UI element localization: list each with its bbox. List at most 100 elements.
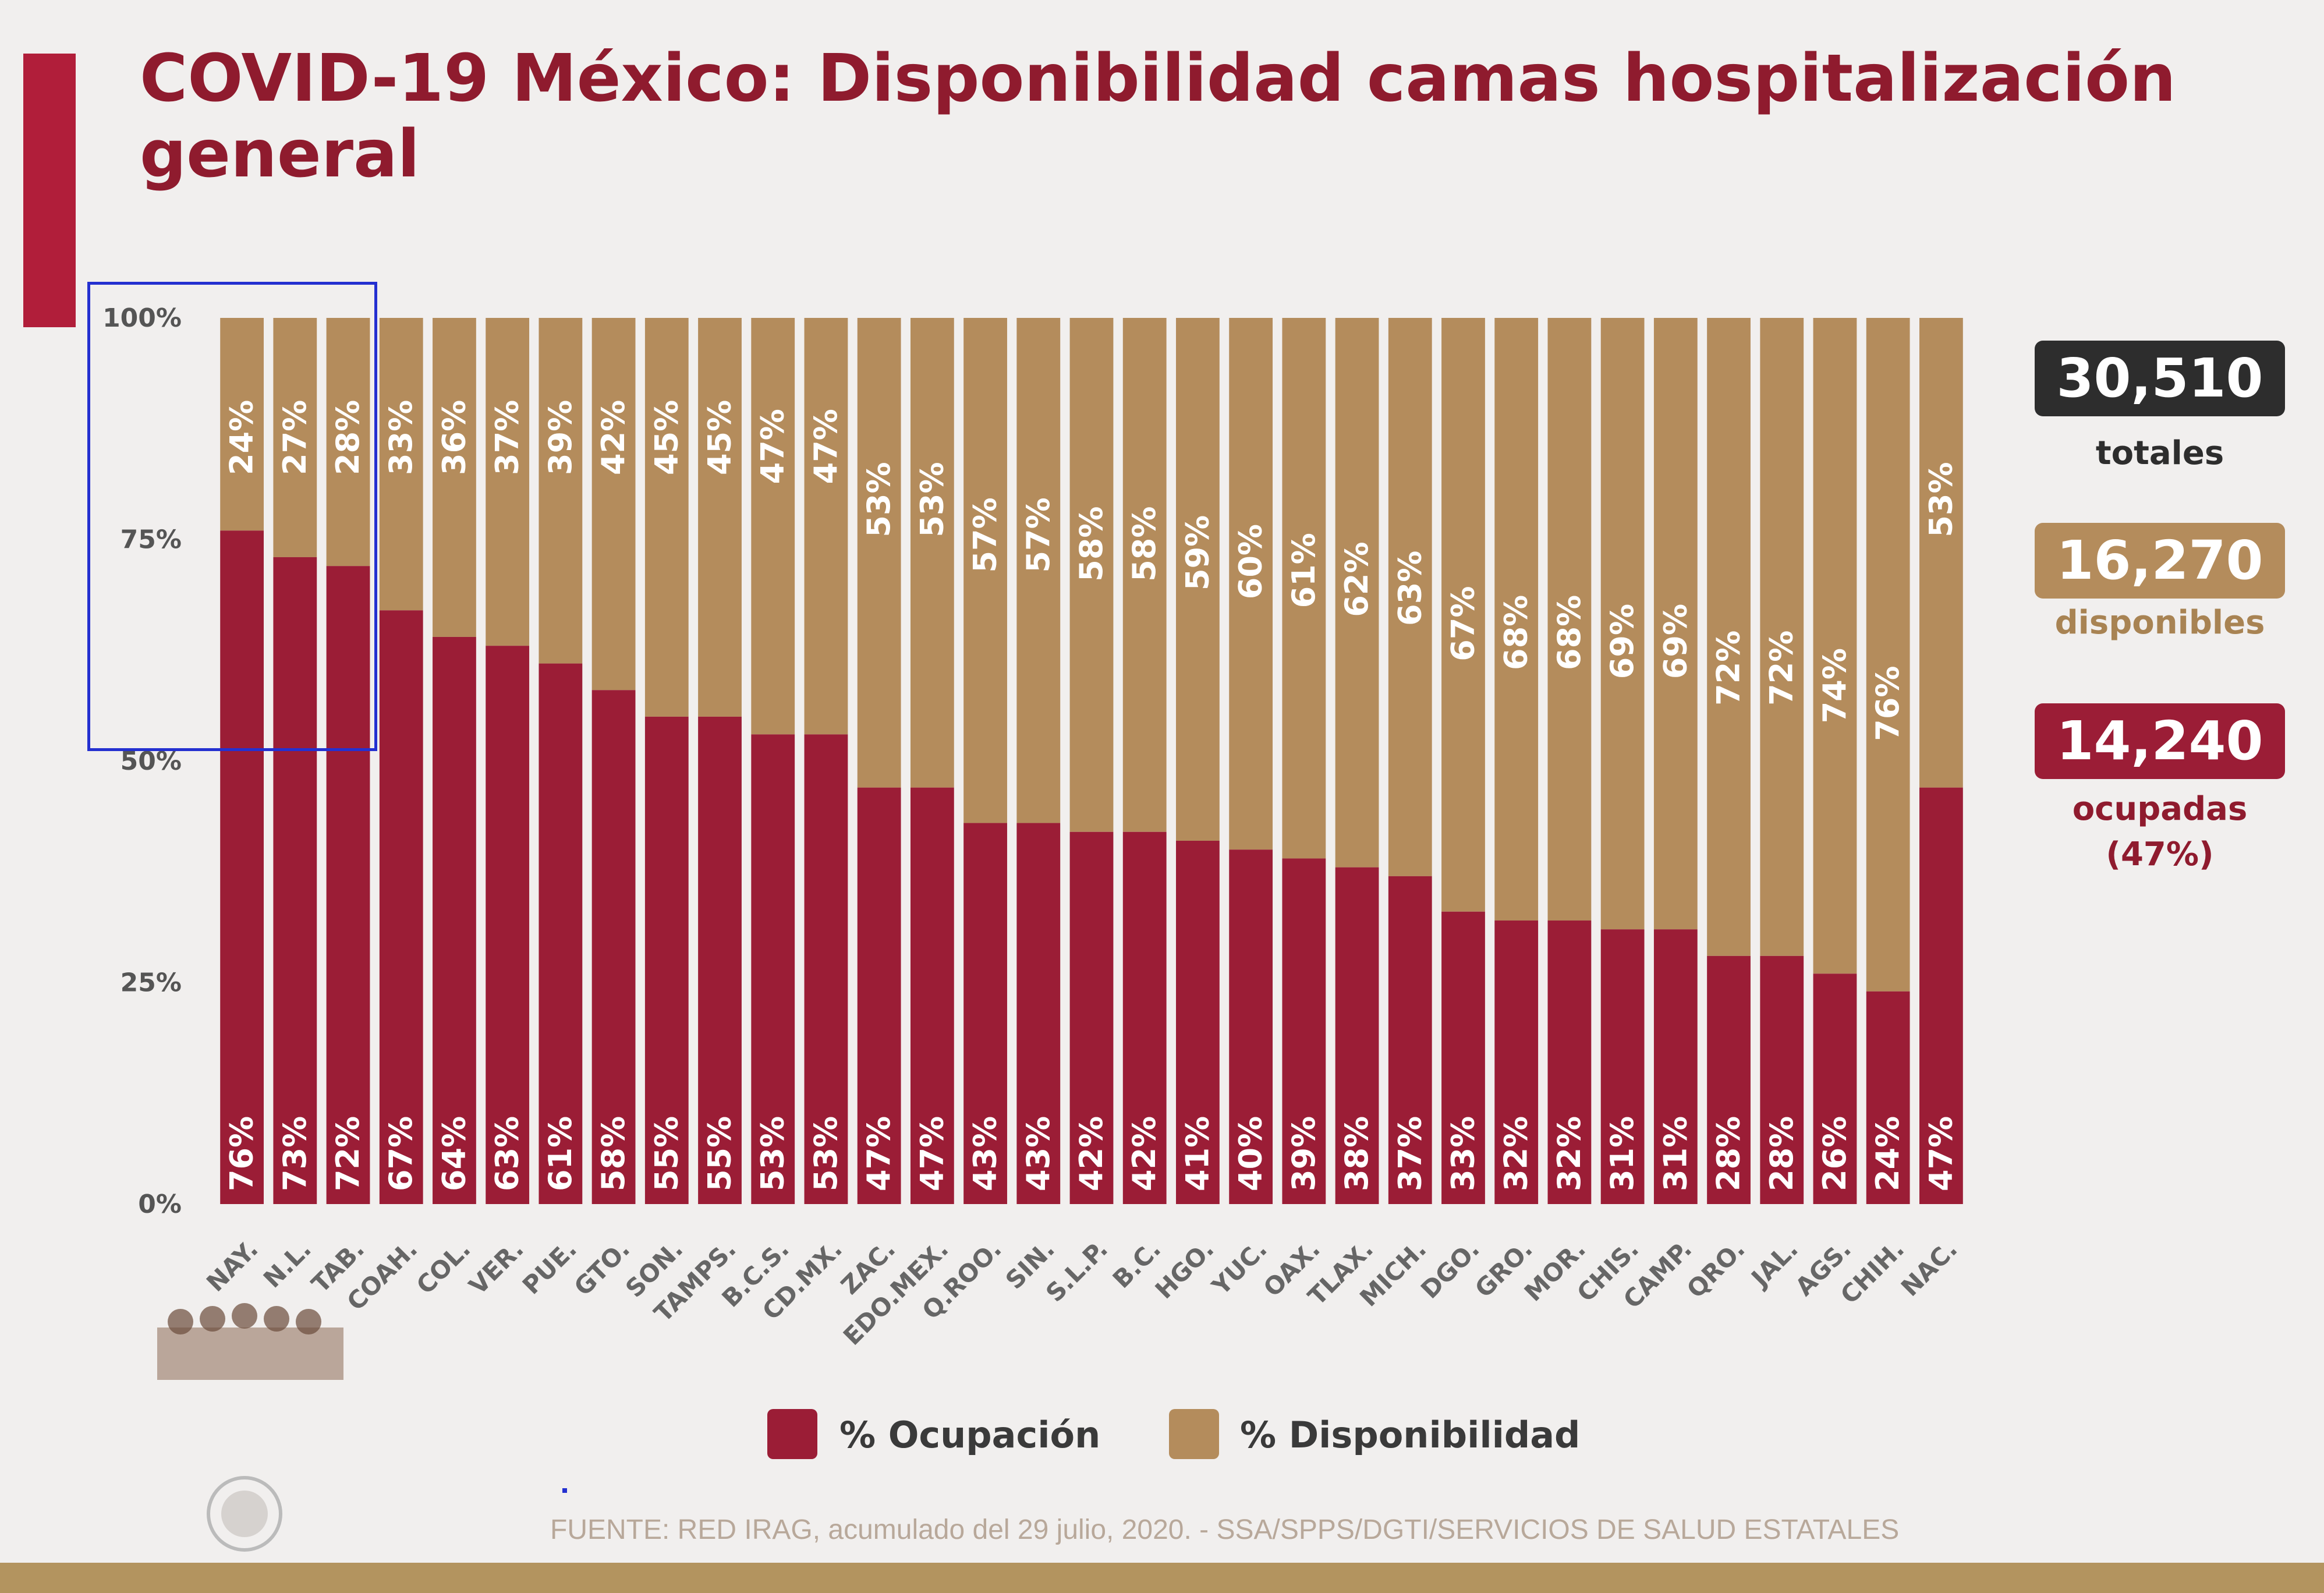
bar-segment-ocupacion (1919, 787, 1963, 1204)
bar-label-ocupacion: 58% (595, 1116, 632, 1191)
bar-segment-disponibilidad (1388, 318, 1432, 876)
bar-segment-disponibilidad (591, 318, 636, 691)
bar-label-disponibilidad: 27% (277, 400, 313, 475)
bar-label-ocupacion: 76% (224, 1116, 260, 1191)
bar-label-disponibilidad: 58% (1073, 506, 1110, 581)
bar-segment-disponibilidad (1229, 318, 1273, 850)
bar-segment-ocupacion (1866, 991, 1910, 1204)
bar-segment-ocupacion (539, 663, 583, 1204)
stacked-bar-chart: 0% 25% 50% 75% 100% 76% 24% 73% 27% 72% 28% 67% 33%… (102, 303, 1963, 1351)
bar-label-disponibilidad: 53% (860, 462, 897, 537)
bar-segment-disponibilidad (1282, 318, 1326, 859)
bar-label-ocupacion: 32% (1498, 1116, 1535, 1191)
bar-label-disponibilidad: 69% (1657, 604, 1694, 679)
y-tick-label: 100% (102, 303, 182, 333)
bar-label-disponibilidad: 47% (754, 409, 791, 484)
bar-label-disponibilidad: 58% (1126, 506, 1163, 581)
bar-label-disponibilidad: 33% (382, 400, 419, 475)
bar-segment-disponibilidad (1919, 318, 1963, 788)
bar-segment-disponibilidad (273, 318, 317, 557)
total-beds-caption: totales (2095, 434, 2224, 472)
bar-segment-ocupacion (273, 557, 317, 1205)
x-category-label: VER. (463, 1234, 529, 1300)
bar-label-disponibilidad: 53% (913, 462, 950, 537)
bar-segment-disponibilidad (751, 318, 795, 735)
bar-label-ocupacion: 33% (1444, 1116, 1481, 1191)
bar-label-ocupacion: 64% (435, 1116, 472, 1191)
bar-label-ocupacion: 55% (648, 1116, 685, 1191)
legend-swatch-availability (1169, 1409, 1219, 1459)
bar-label-disponibilidad: 45% (702, 400, 738, 475)
bar-label-ocupacion: 61% (542, 1116, 579, 1191)
bar-segment-ocupacion (1069, 831, 1114, 1204)
bar-label-disponibilidad: 28% (330, 400, 366, 475)
cursor-dot (562, 1488, 567, 1493)
x-category-label: COL. (411, 1234, 476, 1300)
selection-highlight-box (87, 282, 377, 751)
government-seal-icon (207, 1476, 282, 1552)
bar-label-ocupacion: 63% (489, 1116, 526, 1191)
occupied-beds-caption: ocupadas (2072, 790, 2248, 828)
bar-label-ocupacion: 31% (1604, 1116, 1641, 1191)
bar-segment-ocupacion (1176, 840, 1220, 1204)
bar-label-disponibilidad: 74% (1816, 648, 1853, 723)
bar-segment-disponibilidad (433, 318, 476, 637)
bar-label-ocupacion: 42% (1073, 1116, 1110, 1191)
bar-segment-ocupacion (1813, 974, 1857, 1204)
x-category-label: YUC. (1206, 1234, 1273, 1301)
bar-segment-disponibilidad (220, 318, 264, 531)
bar-segment-ocupacion (1335, 867, 1379, 1204)
bar-segment-ocupacion (1653, 929, 1698, 1204)
bar-segment-disponibilidad (1813, 318, 1857, 974)
bar-label-ocupacion: 41% (1179, 1116, 1216, 1191)
bar-label-disponibilidad: 57% (967, 497, 1004, 572)
y-axis: 0% 25% 50% 75% 100% (102, 303, 182, 1219)
bar-label-disponibilidad: 36% (435, 400, 472, 475)
bar-label-disponibilidad: 24% (224, 400, 260, 475)
x-category-label: N.L. (258, 1234, 317, 1293)
bar-segment-disponibilidad (1441, 318, 1485, 912)
legend: % Ocupación % Disponibilidad (767, 1409, 1582, 1467)
bar-label-disponibilidad: 63% (1391, 551, 1428, 626)
bar-label-disponibilidad: 76% (1869, 665, 1906, 741)
bar-segment-disponibilidad (963, 318, 1007, 823)
bar-segment-ocupacion (326, 566, 370, 1205)
occupied-beds-percent: (47%) (2106, 836, 2214, 873)
bar-segment-ocupacion (1441, 911, 1485, 1204)
bar-segment-ocupacion (1016, 823, 1061, 1204)
bar-label-disponibilidad: 61% (1285, 533, 1322, 608)
bar-label-disponibilidad: 37% (489, 400, 526, 475)
bar-segment-ocupacion (1388, 876, 1432, 1204)
bar-segment-disponibilidad (1069, 318, 1114, 832)
x-category-label: PUE. (517, 1234, 582, 1300)
bar-label-ocupacion: 47% (860, 1116, 897, 1191)
x-category-label: GTO. (569, 1234, 636, 1301)
bar-label-disponibilidad: 72% (1763, 631, 1800, 706)
chart-title: COVID-19 México: Disponibilidad camas ho… (140, 41, 2176, 192)
bar-label-disponibilidad: 72% (1710, 631, 1747, 706)
x-category-label: DGO. (1415, 1234, 1485, 1304)
bar-segment-ocupacion (433, 636, 476, 1204)
bar-label-ocupacion: 26% (1816, 1116, 1853, 1191)
bar-segment-ocupacion (1122, 831, 1167, 1204)
bar-label-ocupacion: 47% (1922, 1116, 1959, 1191)
bar-label-ocupacion: 53% (807, 1116, 844, 1191)
bar-label-ocupacion: 43% (967, 1116, 1004, 1191)
bar-segment-ocupacion (220, 530, 264, 1204)
bar-label-ocupacion: 40% (1232, 1116, 1269, 1191)
legend-swatch-occupation (767, 1409, 817, 1459)
bar-segment-ocupacion (1494, 920, 1539, 1204)
bar-label-disponibilidad: 62% (1338, 541, 1375, 617)
bar-segment-ocupacion (1229, 849, 1273, 1204)
bar-segment-ocupacion (1760, 955, 1804, 1204)
bar-label-ocupacion: 37% (1391, 1116, 1428, 1191)
bar-label-ocupacion: 73% (277, 1116, 313, 1191)
x-category-label: NAC. (1896, 1234, 1963, 1302)
historic-figures-emblem (157, 1303, 343, 1380)
bar-label-disponibilidad: 68% (1551, 595, 1588, 670)
y-tick-label: 50% (121, 746, 182, 776)
bar-label-ocupacion: 42% (1126, 1116, 1163, 1191)
bar-label-ocupacion: 24% (1869, 1116, 1906, 1191)
occupied-beds-box: 14,240 (2035, 703, 2285, 779)
bar-label-ocupacion: 28% (1763, 1116, 1800, 1191)
